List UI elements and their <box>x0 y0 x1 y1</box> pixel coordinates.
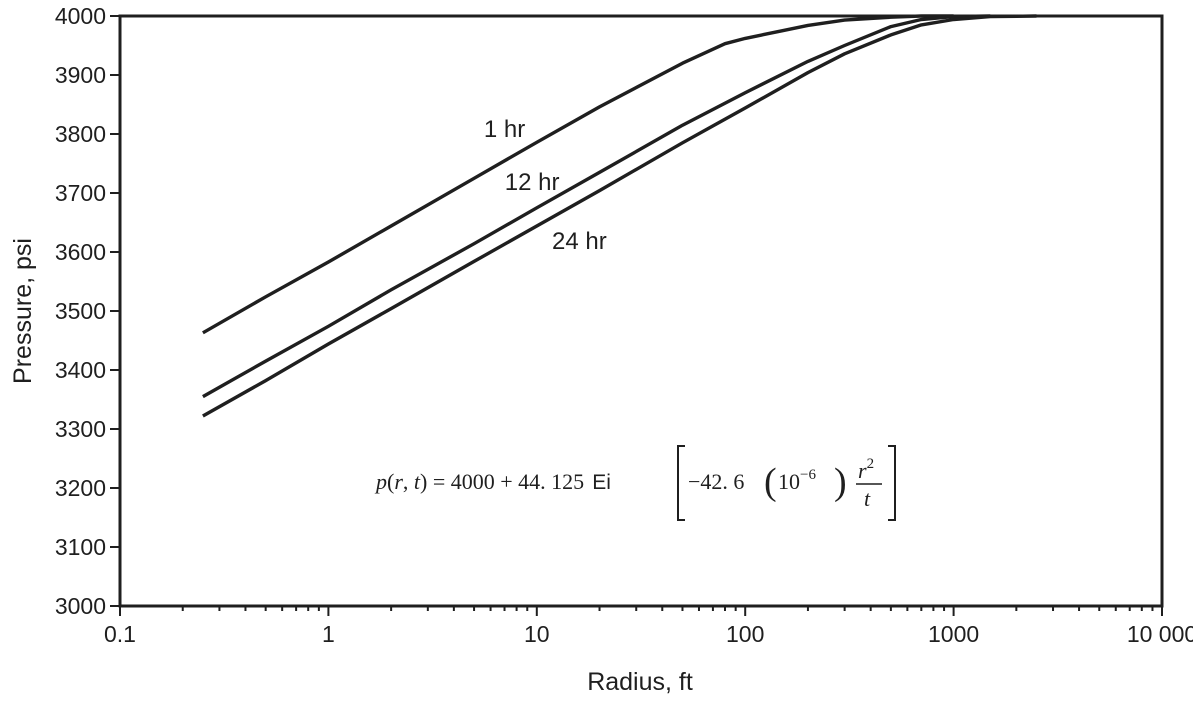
series-layer <box>202 14 1037 418</box>
y-tick-label: 3100 <box>55 534 106 560</box>
y-tick-label: 3000 <box>55 593 106 619</box>
plot-frame <box>118 14 1164 608</box>
y-tick-label: 4000 <box>55 3 106 29</box>
equation-close-paren: ) <box>834 461 847 503</box>
x-axis-title: Radius, ft <box>587 668 693 696</box>
x-tick-label: 1000 <box>928 621 979 647</box>
equation-right-bracket <box>888 445 896 521</box>
curve-label-2: 12 hr <box>505 169 560 196</box>
series-line-3 <box>202 14 1037 418</box>
y-tick-label: 3800 <box>55 121 106 147</box>
x-tick-label: 10 <box>524 621 550 647</box>
y-tick-label: 3300 <box>55 416 106 442</box>
y-tick-label: 3700 <box>55 180 106 206</box>
series-line-1 <box>202 14 954 335</box>
x-tick-label: 100 <box>726 621 764 647</box>
equation-open-paren: ( <box>764 461 777 503</box>
y-tick-label: 3600 <box>55 239 106 265</box>
y-tick-label: 3500 <box>55 298 106 324</box>
equation-frac-den: t <box>864 486 871 511</box>
x-tick-label: 1 <box>322 621 335 647</box>
equation-lhs: p(r, t) = 4000 + 44. 125 Ei <box>374 469 611 494</box>
y-tick-label: 3200 <box>55 475 106 501</box>
y-tick-label: 3900 <box>55 62 106 88</box>
y-tick-label: 3400 <box>55 357 106 383</box>
equation-frac-num: r2 <box>858 456 874 483</box>
curve-label-1: 1 hr <box>484 116 525 143</box>
equation-left-bracket <box>677 445 685 521</box>
equation: p(r, t) = 4000 + 44. 125 Ei −42. 6 ( 10−6… <box>374 445 896 521</box>
y-axis-title: Pressure, psi <box>9 238 37 384</box>
equation-power: 10−6 <box>778 467 816 494</box>
curve-label-3: 24 hr <box>552 228 607 255</box>
equation-coef: −42. 6 <box>688 469 744 494</box>
x-tick-label: 0.1 <box>104 621 136 647</box>
series-line-2 <box>202 14 991 399</box>
curve-labels: 1 hr 12 hr 24 hr <box>484 116 607 255</box>
tick-marks <box>110 15 1163 616</box>
tick-labels: 0.1 1 10 100 1000 10 000 3000 3100 3200 3300 3400 3… <box>55 3 1193 647</box>
x-tick-label: 10 000 <box>1127 621 1193 647</box>
